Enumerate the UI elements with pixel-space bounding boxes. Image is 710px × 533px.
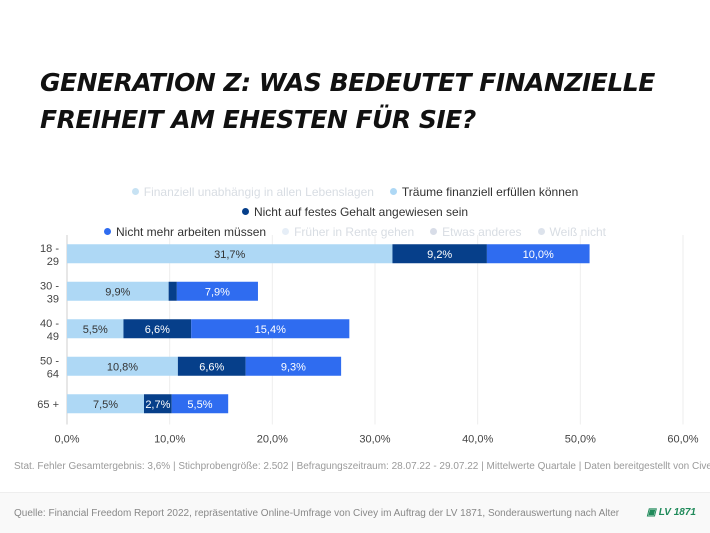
legend-label: Träume finanziell erfüllen können <box>401 185 579 199</box>
legend-dot-icon <box>282 228 290 235</box>
x-tick-label: 60,0% <box>667 434 698 446</box>
bar-segment <box>67 394 144 414</box>
data-label: 15,4% <box>255 324 286 336</box>
methodology-note: Stat. Fehler Gesamtergebnis: 3,6% | Stic… <box>14 461 710 472</box>
legend-item[interactable]: Nicht mehr arbeiten müssen <box>103 222 267 242</box>
legend-item[interactable]: Finanziell unabhängig in allen Lebenslag… <box>131 182 374 202</box>
x-tick-label: 30,0% <box>359 434 390 446</box>
data-label: 9,3% <box>281 361 306 373</box>
bar-chart: 0,0% 10,0% 20,0% 30,0% 40,0% 50,0% 60,0% 18 -29… <box>37 235 699 446</box>
data-label: 10,8% <box>107 361 138 373</box>
legend-label: Weiß nicht <box>549 225 606 239</box>
x-tick-label: 0,0% <box>54 434 79 446</box>
legend-item[interactable]: Weiß nicht <box>537 222 606 242</box>
data-label: 7,9% <box>205 286 230 298</box>
x-tick-label: 10,0% <box>154 434 185 446</box>
y-category-label: 49 <box>47 331 59 343</box>
legend-item[interactable]: Früher in Rente gehen <box>282 222 414 242</box>
bar-segment <box>168 281 177 301</box>
y-category-label: 50 - <box>40 355 59 367</box>
x-tick-label: 40,0% <box>462 434 493 446</box>
legend-label: Nicht mehr arbeiten müssen <box>115 225 267 239</box>
lv1871-logo: ▣ LV 1871 <box>646 507 696 518</box>
bar-segment <box>486 244 590 264</box>
bar-segment <box>245 356 342 376</box>
legend: Finanziell unabhängig in allen Lebenslag… <box>20 182 690 242</box>
bar-segment <box>123 319 192 339</box>
bar-segment <box>176 281 258 301</box>
bar-segment <box>171 394 229 414</box>
legend-label: Finanziell unabhängig in allen Lebenslag… <box>143 185 374 199</box>
data-label: 6,6% <box>199 361 224 373</box>
y-category-label: 29 <box>47 256 59 268</box>
data-label: 7,5% <box>93 399 118 411</box>
y-category-label: 40 - <box>40 318 59 330</box>
data-label: 10,0% <box>523 249 554 261</box>
bar-segment <box>67 319 124 339</box>
bar-segment <box>67 356 178 376</box>
data-label: 5,5% <box>83 324 108 336</box>
bar-segment <box>191 319 350 339</box>
legend-label: Früher in Rente gehen <box>294 225 415 239</box>
legend-dot-icon <box>131 188 139 195</box>
legend-item[interactable]: Träume finanziell erfüllen können <box>389 182 579 202</box>
data-label: 9,9% <box>105 286 130 298</box>
legend-item[interactable]: Nicht auf festes Gehalt angewiesen sein <box>241 202 469 222</box>
legend-dot-icon <box>430 228 438 235</box>
data-label: 6,6% <box>145 324 170 336</box>
y-category-label: 30 - <box>40 280 59 292</box>
y-category-label: 64 <box>47 368 59 380</box>
data-label: 2,7% <box>145 399 170 411</box>
data-label: 31,7% <box>214 249 245 261</box>
legend-dot-icon <box>537 228 545 235</box>
y-category-label: 65 + <box>37 399 59 411</box>
source-text: Quelle: Financial Freedom Report 2022, r… <box>14 508 620 519</box>
footer: Quelle: Financial Freedom Report 2022, r… <box>0 492 710 533</box>
bar-segment <box>177 356 246 376</box>
bar-segment <box>144 394 172 414</box>
legend-dot-icon <box>241 208 249 215</box>
legend-dot-icon <box>389 188 397 195</box>
bar-segment <box>67 244 393 264</box>
y-category-label: 18 - <box>40 243 59 255</box>
x-tick-label: 20,0% <box>257 434 288 446</box>
legend-item[interactable]: Etwas anderes <box>430 222 522 242</box>
y-category-label: 39 <box>47 293 59 305</box>
data-label: 5,5% <box>187 399 212 411</box>
bar-segment <box>392 244 487 264</box>
bar-segment <box>67 281 169 301</box>
x-tick-label: 50,0% <box>565 434 596 446</box>
chart-title: GENERATION Z: WAS BEDEUTET FINANZIELLE F… <box>40 68 655 134</box>
legend-label: Nicht auf festes Gehalt angewiesen sein <box>253 205 469 219</box>
data-label: 9,2% <box>427 249 452 261</box>
legend-dot-icon <box>103 228 111 235</box>
legend-label: Etwas anderes <box>442 225 522 239</box>
